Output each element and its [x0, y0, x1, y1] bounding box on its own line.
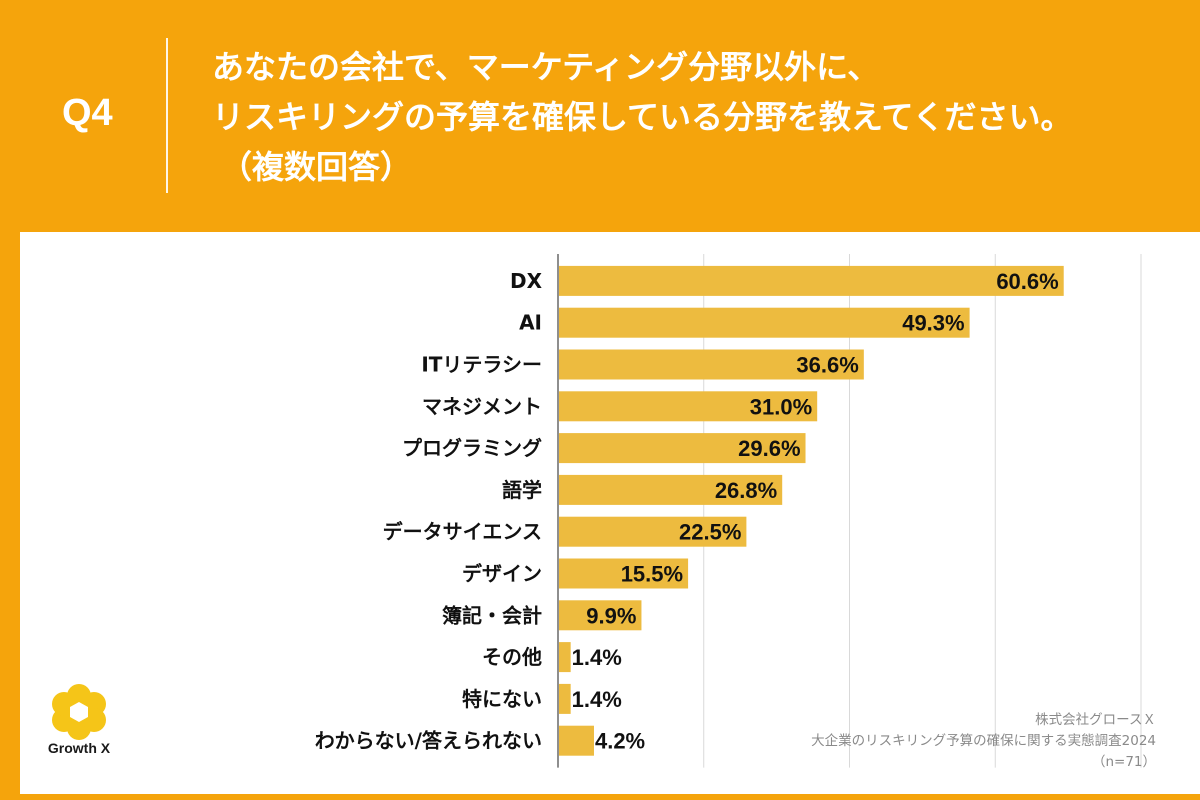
logo-flower-icon: [52, 684, 106, 740]
bar: [559, 265, 1064, 296]
bar: [559, 683, 571, 714]
value-label: 26.8%: [715, 478, 777, 503]
value-label: 29.6%: [738, 436, 800, 461]
chart-panel: DX 60.6% AI 49.3% ITリテラシー 36.6% マネジメント 31.0% プログ…: [20, 232, 1200, 794]
bar: [559, 516, 747, 547]
bar: [559, 433, 806, 464]
growthx-logo: Growth X: [36, 684, 126, 774]
value-label: 22.5%: [679, 520, 741, 545]
source-note: 株式会社グロースＸ 大企業のリスキリング予算の確保に関する実態調査2024 （n…: [811, 710, 1156, 773]
header: Q4 あなたの会社で、マーケティング分野以外に、 リスキリングの予算を確保してい…: [0, 0, 1200, 230]
value-label: 15.5%: [621, 562, 683, 587]
value-label: 4.2%: [595, 729, 645, 754]
category-label: ITリテラシー: [421, 353, 542, 377]
bar: [559, 474, 783, 505]
value-label: 9.9%: [586, 603, 636, 628]
title-line-2: リスキリングの予算を確保している分野を教えてください。: [212, 98, 1073, 136]
value-label: 31.0%: [750, 394, 812, 419]
category-label: データサイエンス: [383, 520, 542, 544]
bar: [559, 642, 571, 673]
question-title: あなたの会社で、マーケティング分野以外に、 リスキリングの予算を確保している分野…: [212, 42, 1172, 192]
title-line-3: （複数回答）: [220, 148, 413, 186]
question-number: Q4: [62, 92, 113, 134]
bar-chart: DX 60.6% AI 49.3% ITリテラシー 36.6% マネジメント 31.0% プログ…: [315, 254, 1142, 768]
value-label: 36.6%: [796, 353, 858, 378]
title-line-1: あなたの会社で、マーケティング分野以外に、: [212, 48, 880, 86]
value-label: 49.3%: [902, 311, 964, 336]
bar: [559, 307, 970, 338]
category-label: わからない/答えられない: [315, 729, 542, 753]
bar: [559, 391, 818, 422]
bar: [559, 558, 689, 589]
bar: [559, 725, 594, 756]
bar: [559, 600, 642, 631]
value-label: 1.4%: [572, 687, 622, 712]
logo-text: Growth X: [47, 740, 111, 756]
source-company: 株式会社グロースＸ: [1035, 712, 1156, 728]
value-label: 60.6%: [996, 269, 1058, 294]
category-label: デザイン: [462, 562, 542, 586]
category-label: DX: [510, 269, 543, 293]
bar: [559, 349, 864, 380]
category-label: その他: [482, 645, 542, 669]
category-label: 特にない: [462, 687, 542, 711]
category-label: AI: [519, 311, 542, 335]
category-label: マネジメント: [422, 394, 542, 418]
category-label: 語学: [502, 478, 542, 502]
header-divider: [166, 38, 168, 193]
category-label: 簿記・会計: [442, 603, 542, 627]
source-survey: 大企業のリスキリング予算の確保に関する実態調査2024: [811, 733, 1156, 749]
source-sample: （n=71）: [1091, 754, 1156, 770]
category-label: プログラミング: [402, 436, 542, 460]
value-label: 1.4%: [572, 645, 622, 670]
